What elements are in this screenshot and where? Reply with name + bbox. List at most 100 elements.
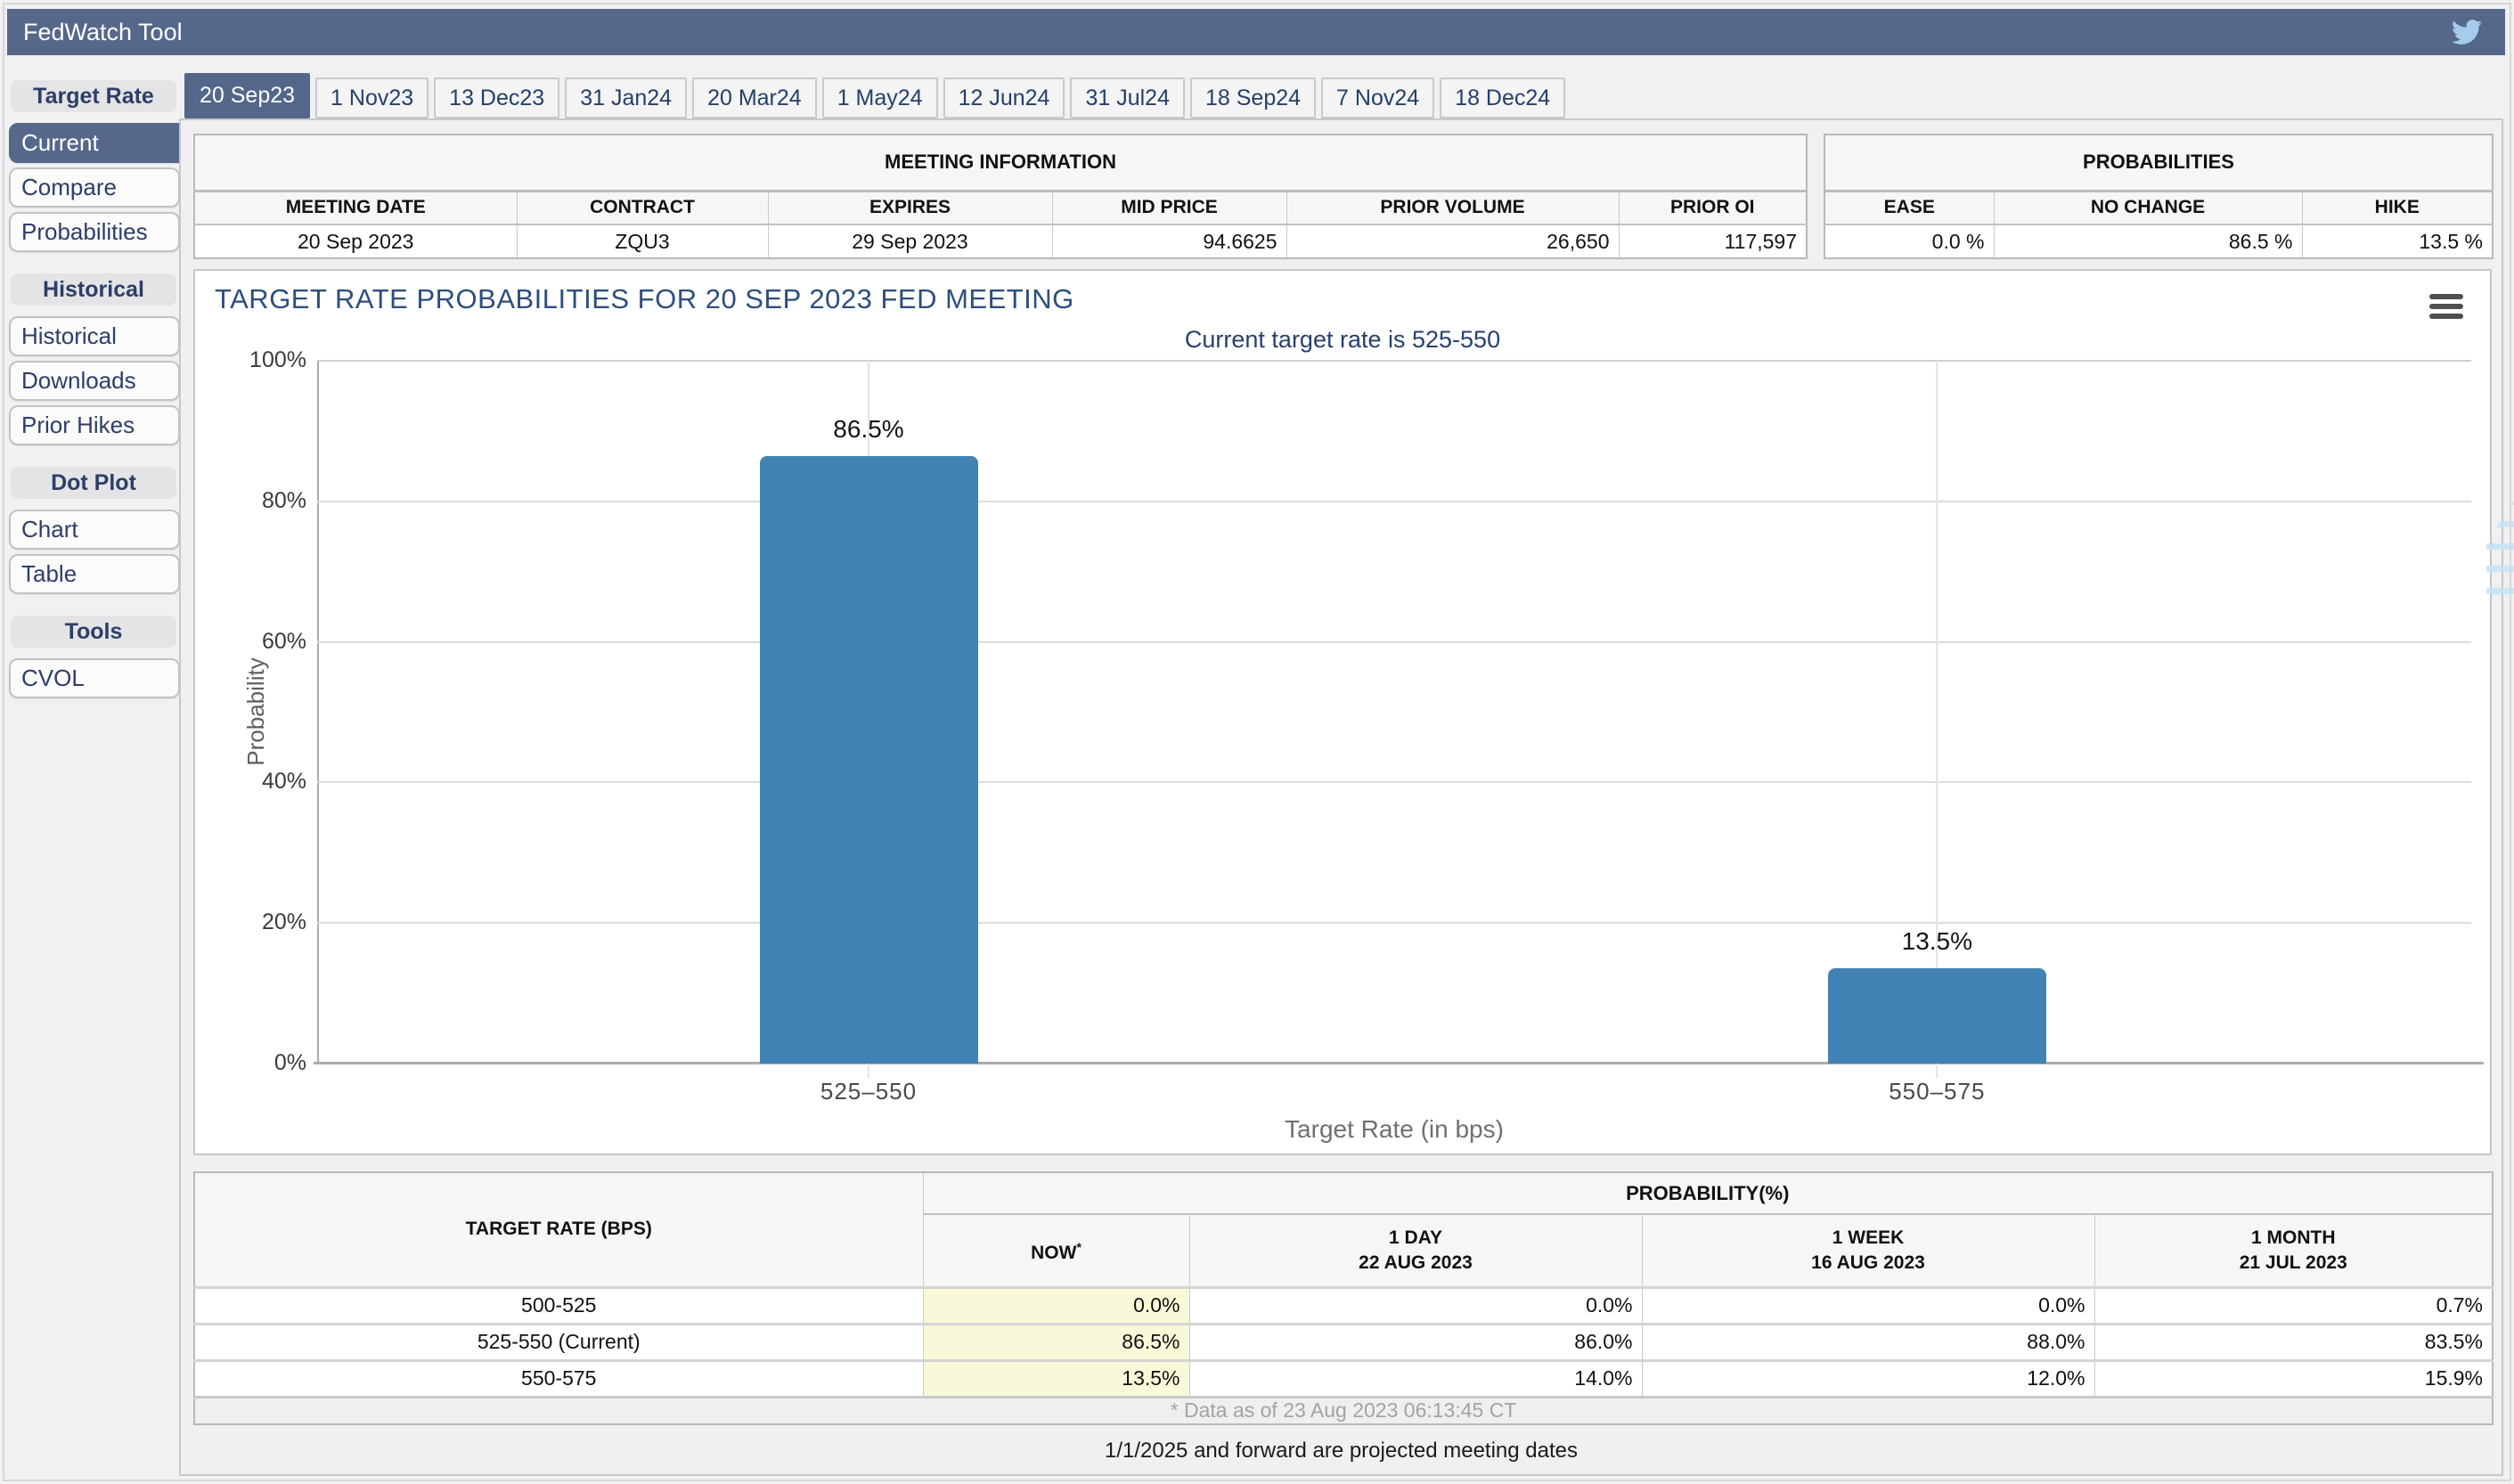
cell-now: 13.5% [922,1358,1190,1398]
sidebar-header-historical: Historical [11,273,176,306]
category-gridline-1 [1936,361,1939,1078]
meeting-info-header-mid-price: MID PRICE [1051,190,1287,225]
bar-chart-plot-area: Q [314,360,2514,1078]
tab-20-mar24[interactable]: 20 Mar24 [692,77,817,118]
prob-summary-header-row: EASE NO CHANGE HIKE [1824,190,2494,225]
x-axis-title: Target Rate (in bps) [1285,1115,1504,1143]
x-axis-line [314,1062,2484,1064]
probability-table-row-550-575: 550-575 13.5% 14.0% 12.0% 15.9% [193,1358,2494,1398]
sidebar-section-dot-plot: Dot Plot Chart Table [9,467,180,594]
sidebar: Target Rate Current Compare Probabilities Hi… [9,80,184,720]
cell-1day: 14.0% [1188,1358,1643,1398]
meeting-info-header-expires: EXPIRES [767,190,1053,225]
target-rate-bps-header: TARGET RATE (BPS) [193,1171,924,1288]
sidebar-section-historical: Historical Historical Downloads Prior Hikes [9,273,180,445]
row-label: 550-575 [193,1358,924,1398]
sidebar-item-cvol[interactable]: CVOL [9,658,180,698]
prob-summary-value-no-change: 86.5 % [1993,224,2303,259]
probability-table-row-500-525: 500-525 0.0% 0.0% 0.0% 0.7% [193,1285,2494,1325]
projected-dates-note: 1/1/2025 and forward are projected meeti… [1104,1439,1578,1463]
prob-summary-value-ease: 0.0 % [1824,224,1995,259]
probability-table-footnote-row: * Data as of 23 Aug 2023 06:13:45 CT [193,1395,2494,1425]
x-category-label-0: 525–550 [820,1078,918,1105]
y-tick-60: 60% [261,628,306,654]
meeting-info-value-meeting-date: 20 Sep 2023 [193,224,518,259]
prob-summary: PROBABILITIES EASE NO CHANGE HIKE 0.0 % 86.5 … [1824,134,2494,259]
meeting-info-caption-row: MEETING INFORMATION [193,134,1808,192]
tab-31-jan24[interactable]: 31 Jan24 [565,77,688,118]
tab-1-may24[interactable]: 1 May24 [821,77,938,118]
tab-18-dec24[interactable]: 18 Dec24 [1440,77,1566,118]
cell-1month: 15.9% [2094,1358,2494,1398]
y-tick-40: 40% [261,769,306,795]
sidebar-item-current[interactable]: Current [9,123,184,163]
tab-7-nov24[interactable]: 7 Nov24 [1321,77,1435,118]
gridline-40 [317,781,2471,784]
prob-summary-header-hike: HIKE [2301,190,2494,225]
hamburger-menu-icon[interactable] [2429,294,2463,321]
y-tick-20: 20% [261,909,306,935]
sidebar-item-compare[interactable]: Compare [9,167,180,208]
sidebar-item-historical[interactable]: Historical [9,316,180,356]
probability-table-group-row: TARGET RATE (BPS) PROBABILITY(%) [193,1171,2494,1288]
tab-12-jun24[interactable]: 12 Jun24 [943,77,1065,118]
prob-summary-caption: PROBABILITIES [1824,134,2494,192]
meeting-information-table: MEETING INFORMATION MEETING DATE CONTRACT E… [193,134,1808,259]
meeting-tab-bar: 20 Sep23 1 Nov23 13 Dec23 31 Jan24 20 Mar24 1… [184,73,1566,118]
meeting-info-value-mid-price: 94.6625 [1051,224,1287,259]
cell-1day: 0.0% [1188,1285,1643,1325]
sidebar-header-dot-plot: Dot Plot [11,467,176,499]
prob-summary-value-row: 0.0 % 86.5 % 13.5 % [1824,224,2494,259]
probabilities-summary-table: PROBABILITIES EASE NO CHANGE HIKE 0.0 % 86.5 … [1824,134,2494,259]
probability-history-table: TARGET RATE (BPS) PROBABILITY(%) NOW* 1 DAY… [193,1171,2494,1425]
tab-20-sep23[interactable]: 20 Sep23 [184,73,311,118]
sidebar-item-table[interactable]: Table [9,554,180,594]
y-tick-100: 100% [249,347,306,372]
tab-13-dec23[interactable]: 13 Dec23 [434,77,560,118]
target-rate-chart-panel: TARGET RATE PROBABILITIES FOR 20 SEP 202… [193,269,2514,1155]
sidebar-header-tools: Tools [11,616,176,648]
row-label: 525-550 (Current) [193,1322,924,1361]
y-tick-80: 80% [261,487,306,513]
sidebar-item-chart[interactable]: Chart [9,510,180,550]
y-axis-line [317,361,319,1064]
watermark-stripes [2486,454,2514,610]
sidebar-item-downloads[interactable]: Downloads [9,361,180,401]
subheader-1-week: 1 WEEK 16 AUG 2023 [1641,1213,2095,1288]
prob-summary-header-no-change: NO CHANGE [1993,190,2303,225]
gridline-80 [317,500,2471,502]
bar-value-label-0: 86.5% [833,414,904,443]
gridline-60 [317,640,2471,643]
cell-1month: 83.5% [2094,1322,2494,1361]
cell-1month: 0.7% [2094,1285,2494,1325]
meeting-info-value-contract: ZQU3 [516,224,769,259]
meeting-info-value-prior-oi: 117,597 [1618,224,1808,259]
sidebar-item-prior-hikes[interactable]: Prior Hikes [9,405,180,445]
meeting-info-header-prior-volume: PRIOR VOLUME [1286,190,1620,225]
tab-31-jul24[interactable]: 31 Jul24 [1070,77,1185,118]
bar-550-575 [1828,968,2047,1064]
sidebar-header-target-rate: Target Rate [11,80,176,112]
x-category-label-1: 550–575 [1889,1078,1986,1105]
row-label: 500-525 [193,1285,924,1325]
subheader-now: NOW* [922,1213,1190,1288]
chart-subtitle: Current target rate is 525-550 [1184,326,1501,353]
meeting-info-value-prior-volume: 26,650 [1286,224,1620,259]
meeting-info-value-expires: 29 Sep 2023 [767,224,1053,259]
sidebar-item-probabilities[interactable]: Probabilities [9,212,180,252]
meeting-info-value-row: 20 Sep 2023 ZQU3 29 Sep 2023 94.6625 26,650 1… [193,224,1808,259]
gridline-100 [317,360,2471,362]
meeting-info-header-prior-oi: PRIOR OI [1618,190,1808,225]
bar-value-label-1: 13.5% [1901,927,1973,956]
tab-1-nov23[interactable]: 1 Nov23 [315,77,429,118]
probability-pct-header: PROBABILITY(%) [922,1171,2494,1215]
twitter-icon[interactable] [2450,17,2484,47]
content-panel: MEETING INFORMATION MEETING DATE CONTRACT E… [179,118,2514,1476]
probability-table-row-525-550-Current-: 525-550 (Current) 86.5% 86.0% 88.0% 83.5% [193,1322,2494,1361]
y-tick-0: 0% [273,1050,306,1075]
tab-18-sep24[interactable]: 18 Sep24 [1190,77,1317,118]
sidebar-section-target-rate: Target Rate Current Compare Probabilities [9,80,184,252]
app-header: FedWatch Tool [7,9,2505,55]
probability-table-subheader-row: NOW* 1 DAY 22 AUG 2023 1 WEEK 16 AUG 2023 1 M… [194,1213,2494,1288]
